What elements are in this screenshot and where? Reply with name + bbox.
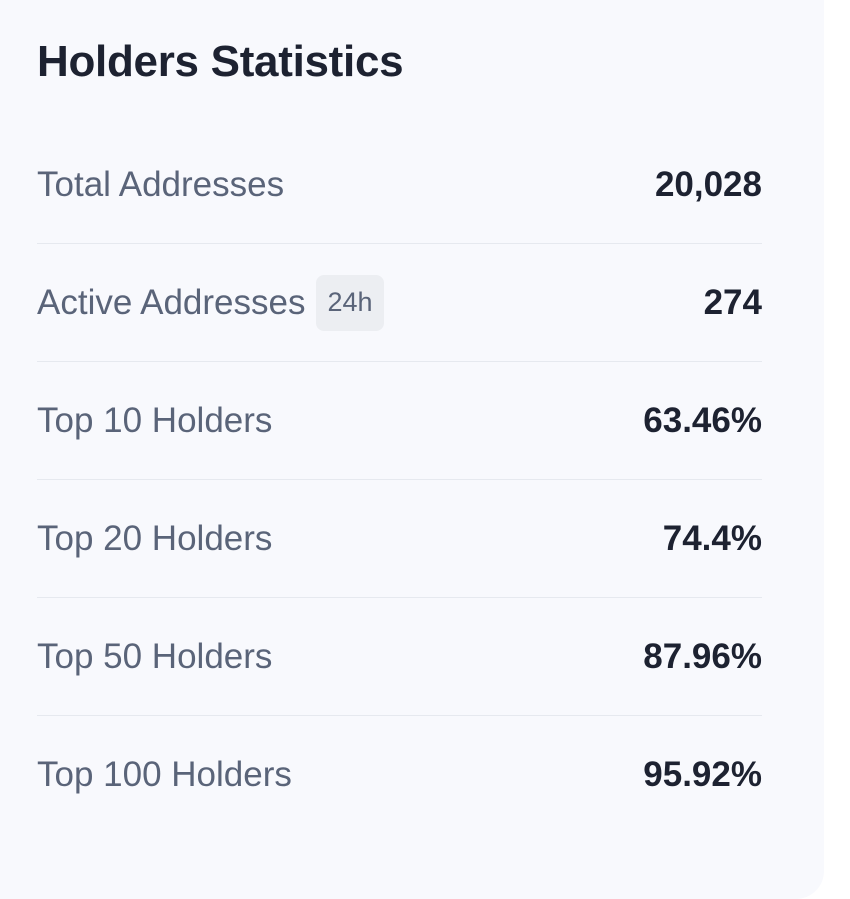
stat-label-top-20-holders: Top 20 Holders bbox=[37, 518, 273, 558]
stat-row-top-50-holders: Top 50 Holders 87.96% bbox=[37, 598, 762, 716]
stat-label-top-50-holders: Top 50 Holders bbox=[37, 636, 273, 676]
stat-value-top-20-holders: 74.4% bbox=[662, 518, 762, 558]
stat-label-wrap: Top 20 Holders bbox=[37, 519, 272, 559]
holders-statistics-card: Holders Statistics Total Addresses 20,02… bbox=[37, 37, 762, 834]
stat-row-top-100-holders: Top 100 Holders 95.92% bbox=[37, 716, 762, 834]
stat-value-top-10-holders: 63.46% bbox=[643, 400, 762, 440]
stat-label-active-addresses: Active Addresses bbox=[37, 282, 306, 322]
stat-row-active-addresses: Active Addresses 24h 274 bbox=[37, 244, 762, 362]
timeframe-badge: 24h bbox=[316, 274, 384, 331]
stat-row-total-addresses: Total Addresses 20,028 bbox=[37, 126, 762, 244]
stat-value-total-addresses: 20,028 bbox=[654, 164, 762, 204]
stat-label-wrap: Top 10 Holders bbox=[37, 401, 272, 441]
stat-label-top-100-holders: Top 100 Holders bbox=[37, 755, 292, 794]
stat-label-top-10-holders: Top 10 Holders bbox=[37, 400, 273, 440]
stat-label-wrap: Total Addresses bbox=[37, 165, 284, 205]
stat-value-active-addresses: 274 bbox=[703, 282, 762, 322]
stats-list: Total Addresses 20,028 Active Addresses … bbox=[37, 126, 762, 834]
stat-row-top-10-holders: Top 10 Holders 63.46% bbox=[37, 362, 762, 480]
stat-value-top-50-holders: 87.96% bbox=[643, 636, 762, 676]
stat-label-total-addresses: Total Addresses bbox=[37, 164, 285, 204]
stat-value-top-100-holders: 95.92% bbox=[643, 755, 762, 794]
stat-label-wrap: Top 100 Holders bbox=[37, 755, 292, 795]
stat-row-top-20-holders: Top 20 Holders 74.4% bbox=[37, 480, 762, 598]
card-title: Holders Statistics bbox=[37, 37, 404, 86]
stat-label-wrap: Top 50 Holders bbox=[37, 637, 272, 677]
stat-label-wrap: Active Addresses 24h bbox=[37, 274, 384, 331]
